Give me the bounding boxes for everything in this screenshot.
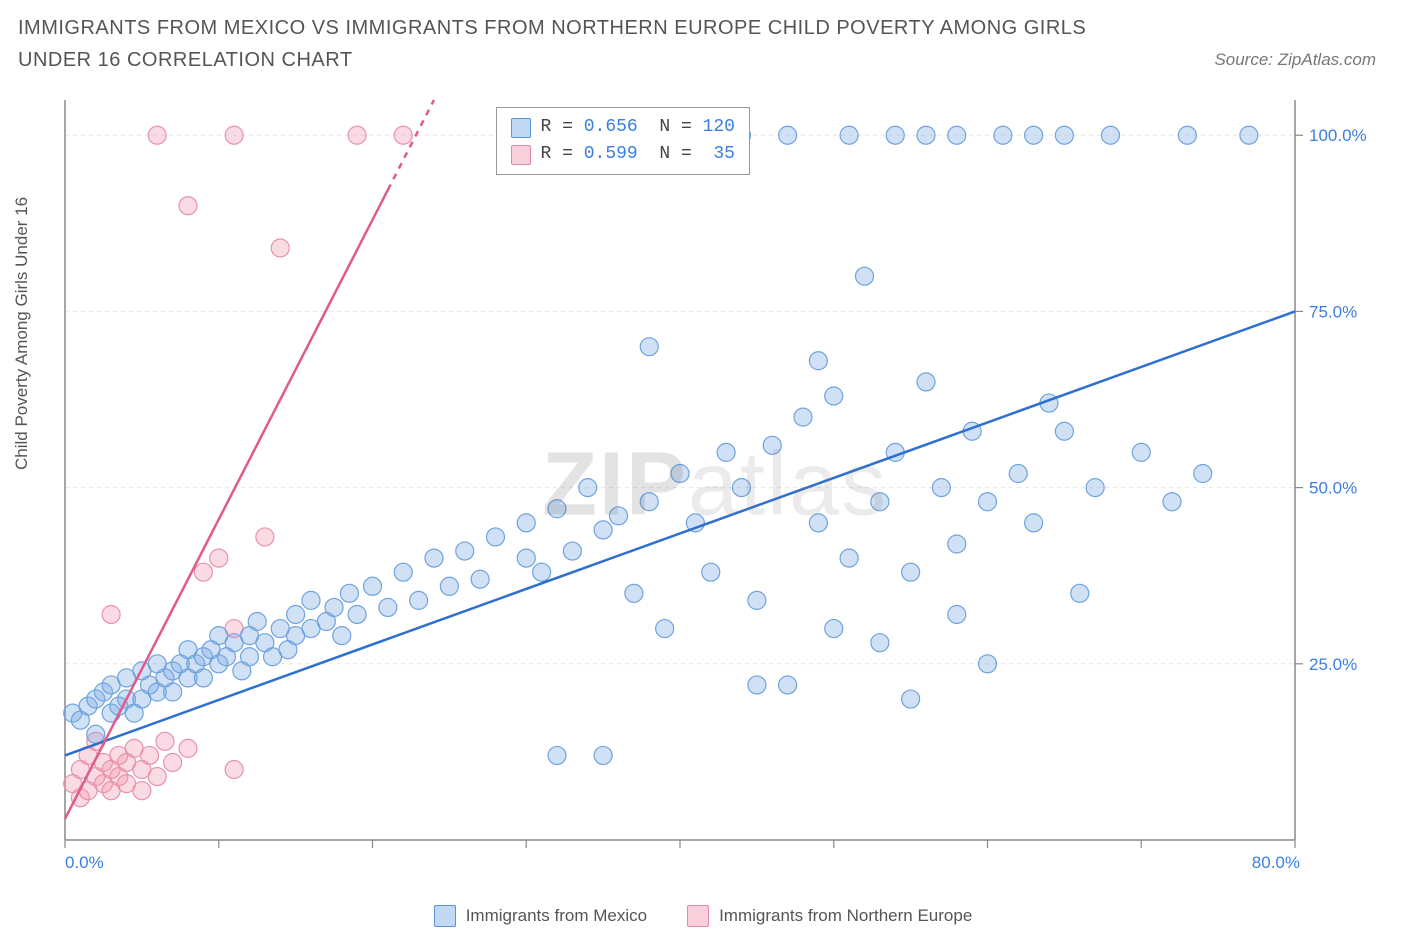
scatter-plot: 0.0%80.0%25.0%50.0%75.0%100.0% ZIPatlas … [55, 90, 1375, 880]
svg-text:100.0%: 100.0% [1309, 126, 1367, 145]
legend-label: Immigrants from Mexico [466, 906, 647, 926]
legend-swatch [511, 118, 531, 138]
legend: Immigrants from Mexico Immigrants from No… [0, 905, 1406, 927]
legend-swatch [687, 905, 709, 927]
svg-text:80.0%: 80.0% [1252, 853, 1300, 872]
chart-svg: 0.0% 80.0% 25.0% 50.0% 75.0% 100.0% [55, 90, 1375, 880]
chart-title: IMMIGRANTS FROM MEXICO VS IMMIGRANTS FRO… [18, 12, 1118, 76]
legend-item: Immigrants from Mexico [434, 905, 647, 927]
svg-text:75.0%: 75.0% [1309, 302, 1357, 321]
svg-text:0.0%: 0.0% [65, 853, 104, 872]
legend-label: Immigrants from Northern Europe [719, 906, 972, 926]
stats-row: R = 0.599 N = 35 [511, 141, 735, 168]
correlation-stats-box: R = 0.656 N = 120R = 0.599 N = 35 [496, 107, 750, 175]
legend-item: Immigrants from Northern Europe [687, 905, 972, 927]
legend-swatch [511, 145, 531, 165]
y-axis-label: Child Poverty Among Girls Under 16 [12, 197, 32, 470]
stats-row: R = 0.656 N = 120 [511, 114, 735, 141]
svg-text:25.0%: 25.0% [1309, 655, 1357, 674]
legend-swatch [434, 905, 456, 927]
svg-text:50.0%: 50.0% [1309, 479, 1357, 498]
source-attribution: Source: ZipAtlas.com [1214, 50, 1376, 70]
